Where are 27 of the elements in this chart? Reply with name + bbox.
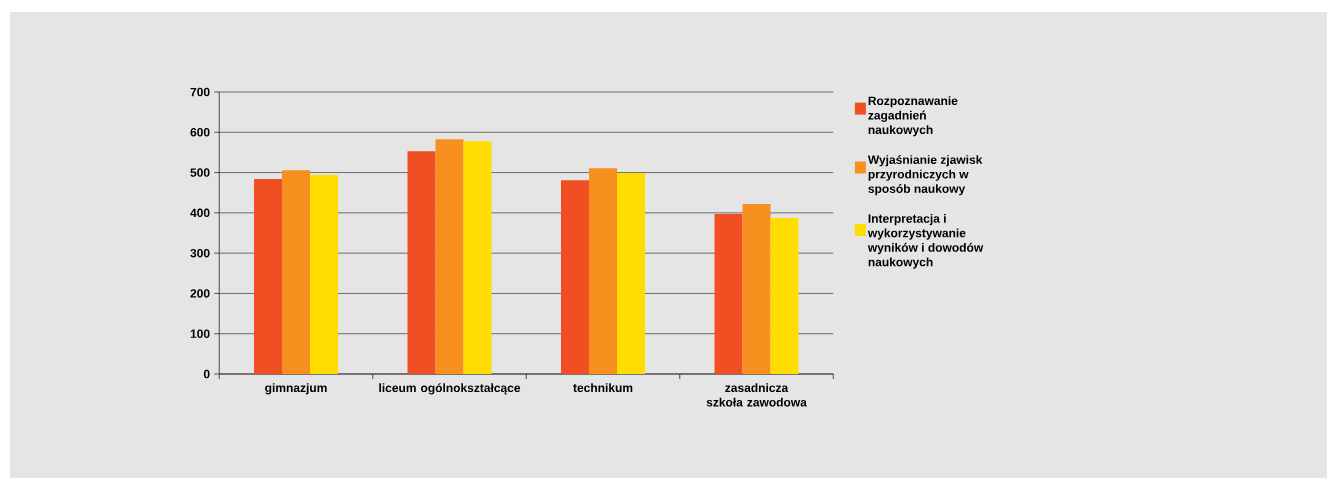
y-tick-label: 400 bbox=[190, 208, 210, 218]
y-tick-label: 300 bbox=[190, 248, 210, 258]
bar bbox=[742, 204, 771, 374]
x-tick-label: technikum bbox=[573, 383, 633, 393]
bar bbox=[463, 141, 492, 374]
y-tick-label: 100 bbox=[190, 329, 210, 338]
bar bbox=[714, 214, 743, 374]
y-tick-label: 700 bbox=[190, 87, 210, 97]
bar bbox=[770, 218, 799, 374]
bar bbox=[282, 170, 310, 374]
bar bbox=[435, 139, 464, 374]
bar bbox=[254, 179, 282, 374]
x-tick-label: liceum ogólnokształcące bbox=[379, 383, 521, 395]
x-tick-label: zasadnicza szkoła zawodowa bbox=[706, 383, 807, 407]
bar bbox=[407, 151, 436, 374]
bar bbox=[589, 168, 618, 374]
bar bbox=[310, 174, 338, 374]
y-tick-label: 500 bbox=[190, 168, 210, 177]
legend-label: Rozpoznawanie zagadnień naukowych bbox=[868, 96, 958, 137]
bar bbox=[561, 180, 590, 374]
bar bbox=[617, 172, 646, 374]
y-tick-label: 600 bbox=[190, 128, 210, 137]
legend-label: Interpretacja i wykorzystywanie wyników i dowodów naukowych bbox=[867, 213, 984, 269]
x-tick-label: gimnazjum bbox=[265, 383, 327, 395]
legend-label: Wyjaśnianie zjawisk przyrodniczych w sposób naukowy bbox=[867, 155, 983, 196]
y-tick-label: 200 bbox=[190, 289, 210, 298]
y-tick-label: 0 bbox=[203, 369, 210, 379]
